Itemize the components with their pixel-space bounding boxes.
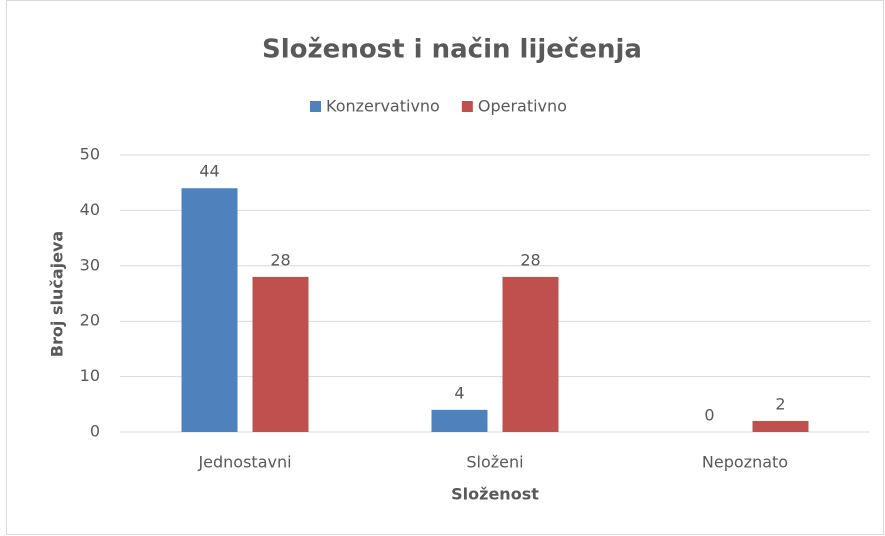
legend-swatch — [310, 101, 321, 112]
bar — [252, 276, 309, 432]
y-tick-label: 40 — [80, 200, 100, 219]
chart-border — [6, 0, 884, 535]
y-tick-label: 10 — [80, 366, 100, 385]
legend-label: Konzervativno — [326, 97, 440, 116]
legend-swatch — [461, 101, 473, 112]
x-tick-label: Složeni — [466, 453, 523, 472]
y-tick-label: 20 — [80, 311, 100, 330]
data-label: 28 — [520, 250, 540, 269]
data-label: 44 — [199, 162, 219, 181]
bar — [181, 188, 238, 432]
chart-title: Složenost i način liječenja — [262, 35, 642, 65]
y-tick-label: 0 — [90, 422, 100, 441]
data-label: 0 — [704, 406, 714, 425]
x-axis-label: Složenost — [451, 485, 539, 504]
data-label: 4 — [454, 383, 464, 402]
bar — [752, 420, 809, 432]
legend-label: Operativno — [478, 97, 567, 116]
data-label: 28 — [270, 250, 290, 269]
y-tick-label: 50 — [80, 145, 100, 164]
data-label: 2 — [775, 394, 785, 413]
bar — [431, 409, 488, 432]
y-axis-label: Broj slučajeva — [48, 231, 67, 357]
x-tick-label: Nepoznato — [702, 453, 788, 472]
y-tick-label: 30 — [80, 255, 100, 274]
x-tick-label: Jednostavni — [197, 453, 291, 472]
bar — [502, 276, 559, 432]
